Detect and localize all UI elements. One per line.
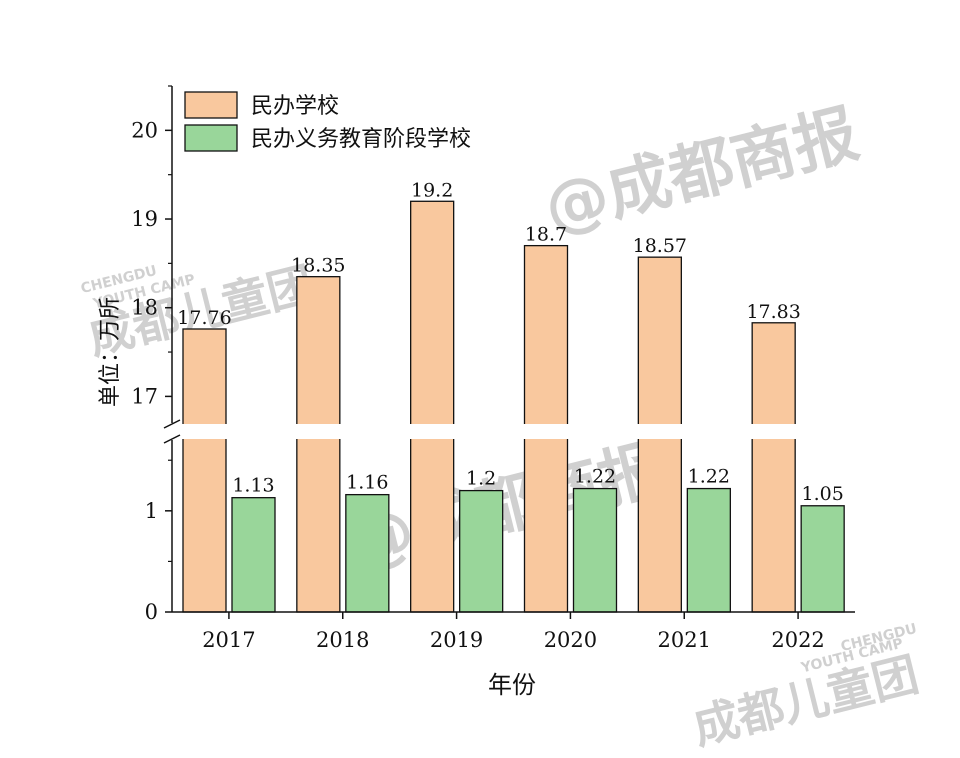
y-tick-label: 1 <box>145 499 158 523</box>
data-label-private-schools: 17.83 <box>746 301 800 323</box>
axis-break-gap <box>162 424 865 439</box>
bar-compulsory-schools <box>459 489 504 613</box>
data-label-private-schools: 18.35 <box>291 255 345 277</box>
bar-private-schools <box>751 322 796 613</box>
bar-private-schools <box>296 276 341 613</box>
x-tick-label: 2018 <box>316 628 369 652</box>
x-tick-label: 2019 <box>430 628 483 652</box>
x-tick-label: 2017 <box>202 628 255 652</box>
y-tick-label: 17 <box>131 384 158 408</box>
data-label-compulsory-schools: 1.22 <box>688 466 730 488</box>
bar-compulsory-schools <box>572 487 618 613</box>
data-label-private-schools: 18.7 <box>525 224 567 246</box>
x-tick-label: 2020 <box>544 628 597 652</box>
data-label-compulsory-schools: 1.22 <box>574 466 616 488</box>
y-tick-label: 18 <box>131 296 158 320</box>
data-label-private-schools: 19.2 <box>411 179 453 201</box>
data-label-private-schools: 18.57 <box>633 235 687 257</box>
bar-private-schools <box>182 328 227 613</box>
bar-compulsory-schools <box>231 497 276 613</box>
legend-swatch <box>184 91 238 119</box>
data-label-compulsory-schools: 1.16 <box>346 472 388 494</box>
y-axis-label: 单位：万所 <box>98 297 123 407</box>
y-tick-label: 0 <box>145 600 158 624</box>
bar-compulsory-schools <box>345 493 390 613</box>
data-label-compulsory-schools: 1.2 <box>466 468 496 490</box>
x-tick-label: 2021 <box>658 628 711 652</box>
bar-chart: 17.761.13201718.351.16201819.21.2201918.… <box>98 85 865 699</box>
data-label-compulsory-schools: 1.13 <box>232 475 274 497</box>
legend-label: 民办义务教育阶段学校 <box>251 127 471 152</box>
data-label-private-schools: 17.76 <box>177 307 231 329</box>
y-tick-label: 20 <box>131 118 158 142</box>
bar-compulsory-schools <box>800 505 845 613</box>
legend-label: 民办学校 <box>251 94 339 119</box>
data-label-compulsory-schools: 1.05 <box>802 483 844 505</box>
x-tick-label: 2022 <box>771 628 824 652</box>
legend-swatch <box>184 124 238 152</box>
bar-private-schools <box>410 200 455 613</box>
axis-break-mark <box>163 434 181 444</box>
axis-break-mark <box>163 419 181 429</box>
y-tick-label: 19 <box>131 207 158 231</box>
bar-compulsory-schools <box>686 487 731 613</box>
x-axis-label: 年份 <box>488 671 536 699</box>
